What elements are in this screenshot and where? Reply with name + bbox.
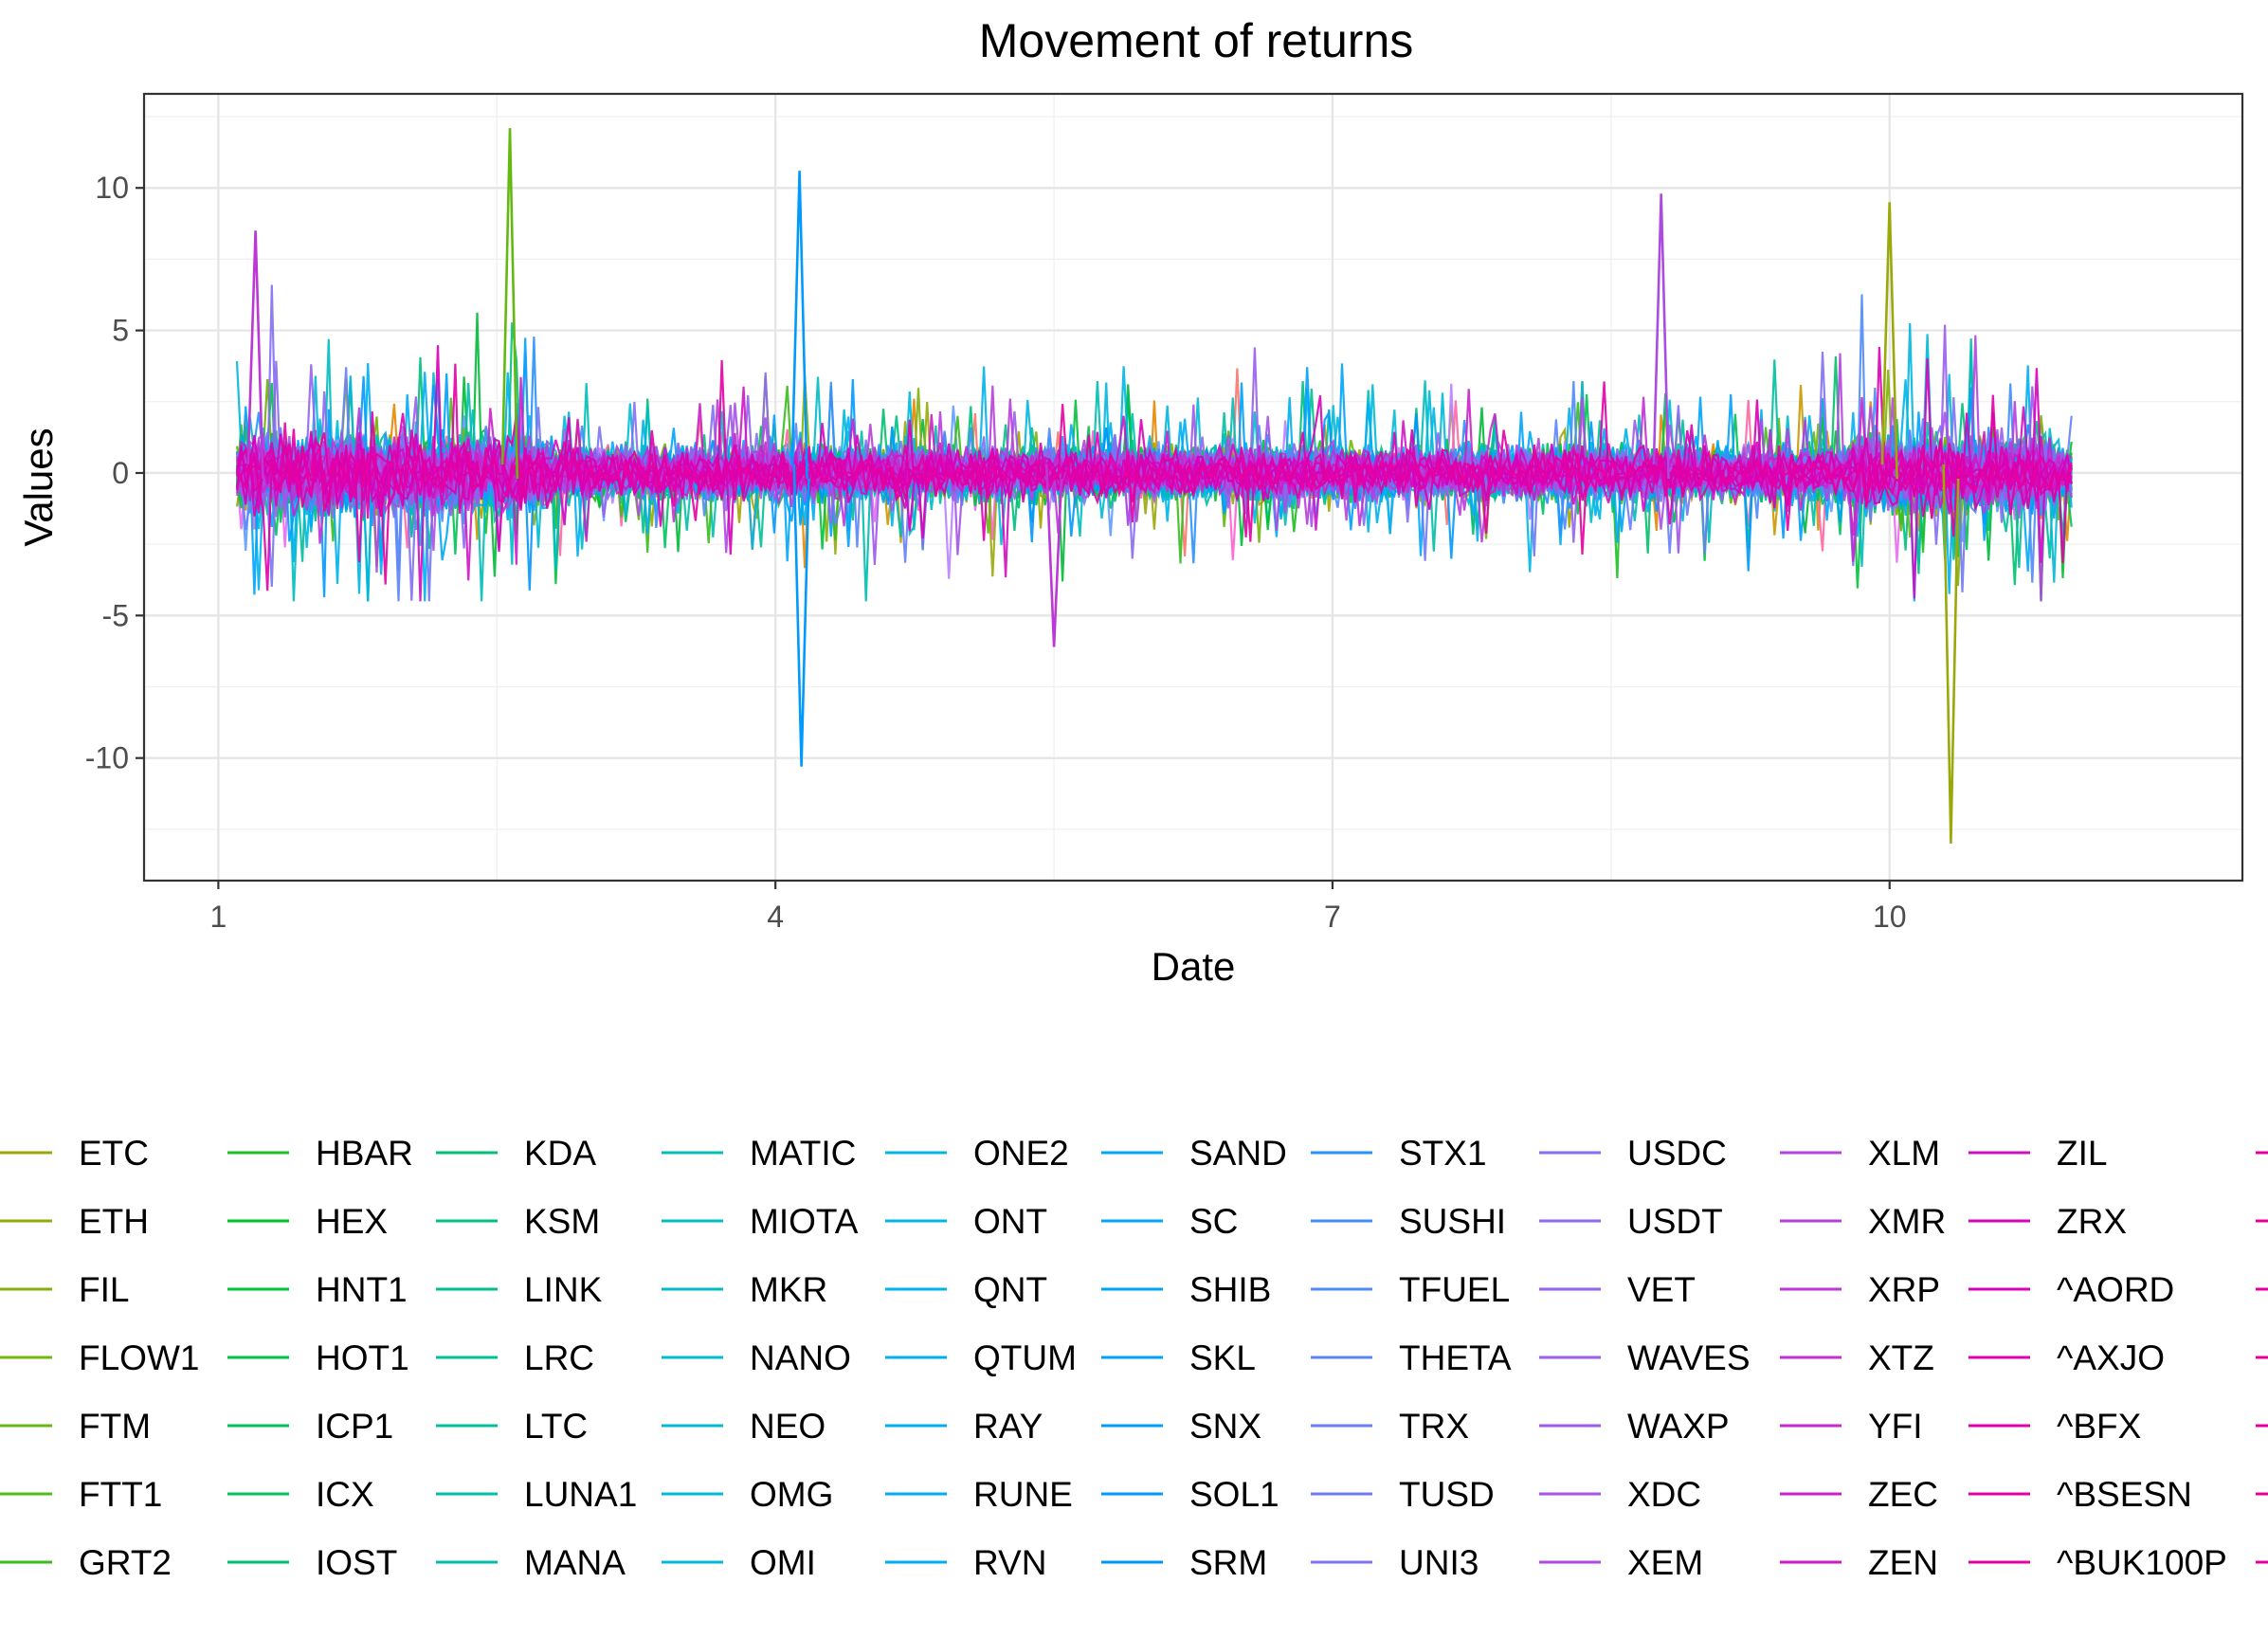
legend-label: TUSD <box>1399 1475 1495 1514</box>
series-lines <box>235 128 2073 844</box>
legend-label: XRP <box>1868 1270 1940 1309</box>
legend-label: XLM <box>1868 1134 1940 1173</box>
legend-label: OMI <box>750 1543 816 1582</box>
y-axis-title: Values <box>16 428 61 546</box>
legend-label: LRC <box>524 1338 594 1377</box>
legend-label: WAVES <box>1627 1338 1751 1377</box>
legend-label: ZIL <box>2057 1134 2107 1173</box>
legend-label: VET <box>1627 1270 1696 1309</box>
legend-label: SKL <box>1189 1338 1256 1377</box>
legend-label: LUNA1 <box>524 1475 637 1514</box>
series-line <box>236 359 2073 585</box>
legend-label: ETH <box>79 1202 149 1241</box>
legend-label: HNT1 <box>316 1270 408 1309</box>
legend-label: RVN <box>973 1543 1046 1582</box>
legend-label: THETA <box>1399 1338 1512 1377</box>
legend-label: ^AORD <box>2057 1270 2174 1309</box>
legend-label: USDC <box>1627 1134 1727 1173</box>
series-line <box>236 404 2073 564</box>
legend-label: ICP1 <box>316 1407 393 1446</box>
legend-label: XTZ <box>1868 1338 1934 1377</box>
x-tick-label: 4 <box>767 900 784 934</box>
legend-label: HEX <box>316 1202 388 1241</box>
legend-label: ZEN <box>1868 1543 1938 1582</box>
extreme-spike <box>500 128 519 480</box>
legend-label: ETC <box>79 1134 149 1173</box>
legend-label: LINK <box>524 1270 603 1309</box>
legend-label: UNI3 <box>1399 1543 1479 1582</box>
y-tick-label: 5 <box>112 314 129 348</box>
legend-label: YFI <box>1868 1407 1923 1446</box>
legend-label: NEO <box>750 1407 826 1446</box>
legend-label: SHIB <box>1189 1270 1271 1309</box>
legend-label: RUNE <box>973 1475 1073 1514</box>
series-line <box>235 396 2073 544</box>
legend-label: OMG <box>750 1475 833 1514</box>
legend-label: ^BUK100P <box>2057 1543 2227 1582</box>
legend-label: NANO <box>750 1338 851 1377</box>
legend-label: ^AXJO <box>2057 1338 2165 1377</box>
legend-label: XMR <box>1868 1202 1946 1241</box>
chart-title: Movement of returns <box>979 14 1414 67</box>
legend-label: MKR <box>750 1270 827 1309</box>
legend-label: XEM <box>1627 1543 1703 1582</box>
x-tick-label: 1 <box>209 900 227 934</box>
legend-label: ^BFX <box>2057 1407 2141 1446</box>
legend-label: WAXP <box>1627 1407 1730 1446</box>
legend: ETC ETH FIL FLOW1 FTM FTT1 GRT2 HBAR HEX HNT1 HOT1… <box>0 1134 2268 1582</box>
extreme-spike <box>1880 202 1898 480</box>
plot-border <box>142 92 2244 883</box>
legend-label: ZRX <box>2057 1202 2127 1241</box>
legend-label: USDT <box>1627 1202 1723 1241</box>
x-tick-label: 10 <box>1873 900 1907 934</box>
legend-label: FLOW1 <box>79 1338 199 1377</box>
legend-label: TRX <box>1399 1407 1469 1446</box>
legend-label: ONE2 <box>973 1134 1069 1173</box>
legend-label: MIOTA <box>750 1202 859 1241</box>
legend-label: ICX <box>316 1475 374 1514</box>
legend-label: FIL <box>79 1270 129 1309</box>
y-tick-label: -5 <box>102 598 129 632</box>
extreme-spike <box>792 464 810 767</box>
legend-label: SRM <box>1189 1543 1267 1582</box>
legend-label: QTUM <box>973 1338 1077 1377</box>
legend-label: GRT2 <box>79 1543 172 1582</box>
legend-label: SUSHI <box>1399 1202 1506 1241</box>
extreme-spike <box>790 171 808 480</box>
extreme-spike <box>246 230 264 480</box>
legend-label: SOL1 <box>1189 1475 1279 1514</box>
legend-label: STX1 <box>1399 1134 1487 1173</box>
extreme-spike <box>1044 464 1063 647</box>
y-axis: -10 -5 0 5 10 <box>85 171 144 775</box>
legend-label: ZEC <box>1868 1475 1938 1514</box>
extreme-spike <box>1652 193 1670 480</box>
legend-label: SNX <box>1189 1407 1261 1446</box>
y-tick-label: 0 <box>112 456 129 490</box>
legend-label: KDA <box>524 1134 596 1173</box>
legend-label: XDC <box>1627 1475 1701 1514</box>
legend-label: FTT1 <box>79 1475 162 1514</box>
legend-label: HOT1 <box>316 1338 409 1377</box>
x-tick-label: 7 <box>1324 900 1341 934</box>
y-tick-label: 10 <box>95 171 129 205</box>
y-tick-label: -10 <box>85 741 129 775</box>
legend-label: KSM <box>524 1202 600 1241</box>
x-axis-title: Date <box>1152 944 1236 989</box>
legend-label: MANA <box>524 1543 626 1582</box>
extreme-spike <box>1942 464 1960 844</box>
legend-label: IOST <box>316 1543 397 1582</box>
legend-label: RAY <box>973 1407 1043 1446</box>
legend-label: QNT <box>973 1270 1047 1309</box>
legend-label: MATIC <box>750 1134 856 1173</box>
legend-label: HBAR <box>316 1134 413 1173</box>
legend-label: FTM <box>79 1407 151 1446</box>
legend-label: ONT <box>973 1202 1047 1241</box>
x-axis: 1 4 7 10 <box>209 881 1907 934</box>
legend-label: ^BSESN <box>2057 1475 2192 1514</box>
legend-label: SAND <box>1189 1134 1287 1173</box>
legend-label: SC <box>1189 1202 1238 1241</box>
legend-label: LTC <box>524 1407 588 1446</box>
legend-label: TFUEL <box>1399 1270 1510 1309</box>
